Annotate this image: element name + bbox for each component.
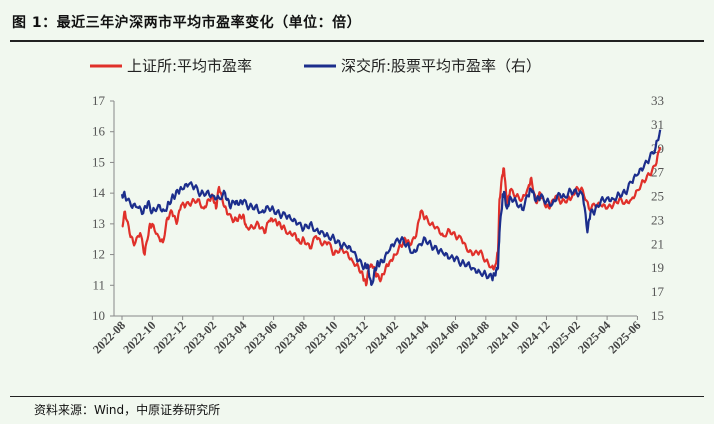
title-divider [10, 40, 704, 42]
x-tick-label: 2022-08 [90, 318, 128, 356]
legend-label-shanghai: 上证所:平均市盈率 [127, 57, 252, 75]
x-tick-label: 2022-10 [120, 318, 158, 356]
x-tick-label: 2024-12 [514, 318, 552, 356]
x-tick-label: 2025-06 [605, 318, 643, 356]
right-tick-label: 27 [651, 165, 665, 180]
x-tick-label: 2024-08 [454, 318, 492, 356]
left-tick-label: 15 [92, 154, 105, 169]
series-line-shenzhen [120, 129, 662, 286]
source-divider [10, 396, 704, 397]
left-tick-label: 13 [92, 216, 105, 231]
source-note: 资料来源：Wind，中原证券研究所 [34, 403, 221, 417]
right-tick-label: 21 [651, 236, 664, 251]
x-tick-label: 2025-04 [575, 318, 613, 356]
right-tick-label: 25 [651, 189, 664, 204]
chart-legend: 上证所:平均市盈率 深交所:股票平均市盈率（右） [90, 57, 541, 75]
x-tick-label: 2023-12 [332, 318, 370, 356]
chart-lines [120, 129, 662, 287]
left-tick-label: 17 [92, 93, 106, 108]
left-tick-label: 16 [92, 124, 106, 139]
right-tick-label: 19 [651, 260, 664, 275]
left-tick-label: 12 [92, 247, 105, 262]
x-tick-label: 2025-02 [545, 318, 583, 356]
x-tick-label: 2023-08 [272, 318, 310, 356]
x-tick-label: 2023-06 [242, 318, 280, 356]
x-tick-label: 2023-10 [302, 318, 340, 356]
right-tick-label: 23 [651, 212, 664, 227]
right-tick-label: 33 [651, 93, 664, 108]
x-tick-label: 2023-02 [181, 318, 219, 356]
right-tick-label: 15 [651, 308, 664, 323]
x-tick-label: 2024-06 [423, 318, 461, 356]
page-title: 图 1：最近三年沪深两市平均市盈率变化（单位：倍） [12, 15, 362, 31]
left-tick-label: 11 [92, 277, 105, 292]
legend-label-shenzhen: 深交所:股票平均市盈率（右） [341, 57, 541, 75]
x-tick-label: 2023-04 [211, 318, 249, 356]
right-tick-label: 17 [651, 284, 665, 299]
left-tick-label: 14 [92, 185, 106, 200]
right-tick-label: 31 [651, 117, 664, 132]
x-tick-label: 2024-02 [363, 318, 401, 356]
x-tick-label: 2024-10 [484, 318, 522, 356]
x-tick-label: 2022-12 [151, 318, 189, 356]
x-tick-label: 2024-04 [393, 318, 431, 356]
series-line-shanghai [121, 146, 662, 287]
left-tick-label: 10 [92, 308, 105, 323]
